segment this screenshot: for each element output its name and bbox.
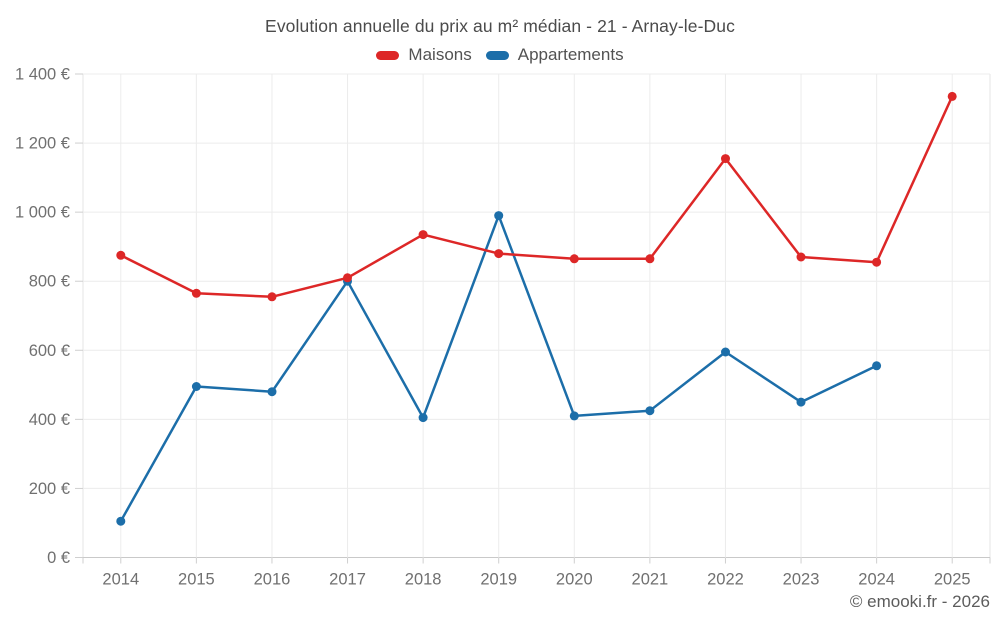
appartements-point-2023 [796,397,806,407]
appartements-point-2018 [418,413,428,423]
x-axis-label: 2025 [934,571,971,589]
legend-label-maisons: Maisons [408,45,472,64]
y-axis-label: 400 € [29,411,70,429]
maisons-point-2022 [721,154,730,164]
legend-item-appartements[interactable]: Appartements [485,45,624,65]
x-axis-label: 2018 [405,571,442,589]
legend-item-maisons[interactable]: Maisons [376,45,472,65]
chart-title: Evolution annuelle du prix au m² médian … [265,16,735,36]
maisons-point-2024 [872,257,882,267]
maisons-point-2014 [116,250,126,260]
x-axis-label: 2016 [254,571,291,589]
appartements-point-2019 [494,211,504,221]
x-axis-label: 2024 [858,571,895,589]
x-axis-label: 2015 [178,571,215,589]
x-axis-label: 2021 [632,571,669,589]
y-axis-label: 600 € [29,342,70,360]
x-axis-label: 2017 [329,571,366,589]
maisons-point-2019 [494,249,504,259]
legend: Maisons Appartements [0,45,1000,65]
x-axis-label: 2019 [480,571,517,589]
maisons-point-2018 [418,230,428,240]
maisons-point-2015 [191,288,201,298]
maisons-point-2021 [645,254,655,264]
x-axis-label: 2014 [102,571,139,589]
maisons-point-2023 [796,252,806,262]
appartements-point-2020 [569,411,579,421]
maisons-swatch-icon [376,50,400,60]
legend-label-appartements: Appartements [517,45,624,64]
y-axis-label: 1 400 € [15,66,70,84]
appartements-point-2015 [191,382,201,391]
y-axis-label: 1 200 € [15,135,70,153]
x-axis-label: 2023 [783,571,820,589]
maisons-point-2016 [267,292,277,302]
maisons-point-2025 [947,91,957,101]
x-axis-label: 2020 [556,571,593,589]
appartements-point-2021 [645,406,655,416]
y-axis-label: 0 € [47,549,70,567]
x-axis-label: 2022 [707,571,744,589]
y-axis-label: 200 € [29,480,70,498]
appartements-point-2024 [872,361,882,371]
appartements-point-2016 [267,387,277,397]
maisons-point-2017 [343,273,352,283]
appartements-swatch-icon [485,50,509,60]
appartements-point-2022 [721,347,730,357]
appartements-point-2014 [116,516,126,526]
y-axis-label: 800 € [29,273,70,291]
copyright: © emooki.fr - 2026 [849,592,990,611]
maisons-point-2020 [569,254,579,264]
maisons-line [119,95,954,299]
y-axis-label: 1 000 € [15,204,70,222]
